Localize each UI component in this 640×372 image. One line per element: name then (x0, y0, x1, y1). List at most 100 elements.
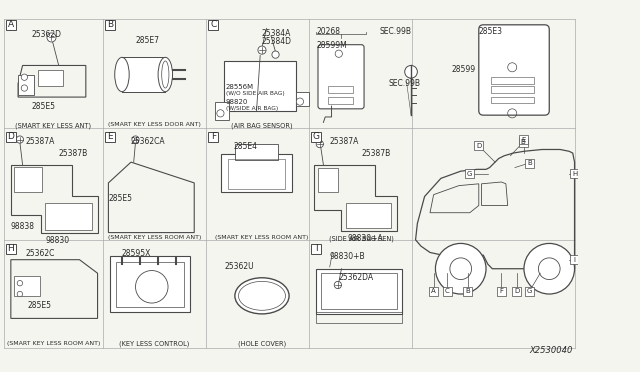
Circle shape (47, 33, 56, 42)
Bar (6, 20, 16, 30)
Bar (321, 273, 397, 310)
Text: (SIDE AIR BAG SEN): (SIDE AIR BAG SEN) (329, 235, 394, 242)
Text: 28599M: 28599M (316, 41, 347, 50)
Bar (474, 141, 483, 150)
Text: 25362DA: 25362DA (339, 273, 374, 282)
Bar (346, 203, 391, 228)
Bar (490, 77, 534, 84)
Text: 25362CA: 25362CA (131, 137, 166, 146)
Text: SEC.99B: SEC.99B (388, 79, 420, 88)
Text: C: C (445, 288, 449, 294)
Bar (228, 158, 285, 189)
Text: (SMART KEY LESS ROOM ANT): (SMART KEY LESS ROOM ANT) (108, 235, 201, 240)
Bar (570, 255, 579, 264)
Bar (235, 144, 278, 160)
Text: 28556M: 28556M (226, 84, 254, 90)
Bar (38, 70, 63, 86)
Circle shape (296, 98, 303, 105)
Circle shape (21, 85, 28, 91)
Bar (525, 287, 534, 296)
Text: (SMART KEY LESS ROOM ANT): (SMART KEY LESS ROOM ANT) (215, 235, 308, 240)
Text: G: G (527, 288, 532, 294)
Circle shape (21, 74, 28, 80)
Text: B: B (521, 139, 525, 145)
Text: 25362U: 25362U (224, 262, 253, 270)
Text: 28599: 28599 (452, 65, 476, 74)
Bar (116, 262, 184, 307)
Bar (6, 132, 16, 142)
Bar (316, 269, 402, 314)
Ellipse shape (115, 57, 129, 92)
Text: I: I (573, 257, 575, 263)
Bar (518, 138, 527, 147)
Bar (208, 132, 218, 142)
Bar (465, 169, 474, 179)
Bar (105, 132, 115, 142)
Ellipse shape (158, 57, 173, 92)
Circle shape (17, 291, 22, 297)
Text: E: E (108, 132, 113, 141)
Bar (122, 57, 165, 92)
Bar (328, 86, 353, 93)
Text: 25362D: 25362D (31, 30, 61, 39)
Bar (316, 312, 402, 323)
Text: E: E (522, 137, 526, 142)
Text: C: C (210, 20, 216, 29)
Bar (490, 86, 534, 93)
Bar (311, 244, 321, 254)
Text: G: G (313, 132, 320, 141)
Circle shape (435, 243, 486, 294)
Text: 25384D: 25384D (262, 38, 292, 46)
Circle shape (404, 65, 417, 78)
Ellipse shape (235, 278, 289, 314)
Text: B: B (527, 160, 532, 166)
Text: 25387A: 25387A (330, 137, 359, 146)
Text: 20268: 20268 (316, 27, 340, 36)
FancyBboxPatch shape (479, 25, 549, 115)
Text: 25387B: 25387B (362, 150, 390, 158)
Text: D: D (8, 132, 14, 141)
Bar (570, 169, 579, 179)
Text: 98830+A: 98830+A (348, 234, 383, 243)
Bar (110, 256, 189, 312)
Bar (318, 169, 338, 192)
Text: 285E5: 285E5 (108, 194, 132, 203)
Text: 98830: 98830 (45, 236, 69, 245)
Text: F: F (211, 132, 216, 141)
Text: (HOLE COVER): (HOLE COVER) (238, 341, 286, 347)
Circle shape (217, 110, 224, 117)
Circle shape (17, 280, 22, 286)
Bar (525, 158, 534, 167)
Circle shape (272, 51, 279, 58)
Text: 25387B: 25387B (59, 150, 88, 158)
Text: 98820: 98820 (226, 99, 248, 105)
Circle shape (334, 281, 342, 289)
Text: (W/O SIDE AIR BAG): (W/O SIDE AIR BAG) (226, 91, 285, 96)
Bar (311, 132, 321, 142)
Bar (463, 287, 472, 296)
Text: 285E5: 285E5 (27, 301, 51, 310)
Text: (AIR BAG SENSOR): (AIR BAG SENSOR) (231, 122, 292, 129)
Bar (15, 276, 40, 296)
Ellipse shape (162, 61, 169, 88)
Bar (221, 154, 292, 192)
Text: G: G (467, 171, 472, 177)
Text: 25387A: 25387A (26, 137, 54, 146)
Text: 28595X: 28595X (122, 249, 151, 258)
Text: H: H (572, 171, 577, 177)
Text: A: A (431, 288, 436, 294)
Text: A: A (8, 20, 14, 29)
Text: (SMART KEY LESS ROOM ANT): (SMART KEY LESS ROOM ANT) (6, 341, 100, 346)
Text: B: B (465, 288, 470, 294)
Bar (215, 102, 230, 120)
Circle shape (524, 243, 575, 294)
Text: I: I (315, 244, 317, 253)
Text: B: B (107, 20, 113, 29)
Bar (490, 97, 534, 103)
Bar (224, 61, 296, 110)
Circle shape (16, 136, 24, 143)
Text: (SMART KEY LESS ANT): (SMART KEY LESS ANT) (15, 122, 92, 129)
Text: (W/SIDE AIR BAG): (W/SIDE AIR BAG) (226, 106, 278, 111)
Text: D: D (514, 288, 519, 294)
Bar (45, 203, 92, 230)
